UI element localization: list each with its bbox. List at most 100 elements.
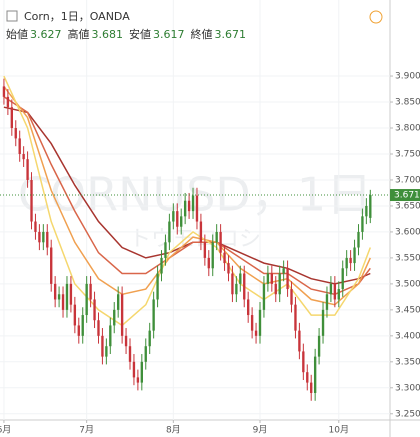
candle-body — [357, 231, 360, 248]
candle-body — [97, 320, 100, 336]
y-tick-label: 3.300 — [395, 383, 420, 393]
candle-body — [195, 195, 199, 222]
candle-body — [353, 247, 356, 264]
candle-body — [369, 195, 372, 218]
x-tick-label: 10月 — [329, 425, 349, 436]
candle-body — [65, 283, 69, 310]
ohlc-value: 3.681 — [91, 28, 124, 41]
grid — [0, 0, 390, 420]
candle-body — [207, 257, 210, 269]
ohlc-label: 始値 — [6, 28, 28, 41]
candle-body — [168, 221, 171, 243]
header: Corn，1日，OANDA 始値 3.627 高値 3.681 安値 3.617 終値 3.6… — [6, 8, 252, 44]
x-tick-label: 7月 — [79, 425, 94, 436]
candle-body — [258, 309, 262, 336]
candle-body — [325, 294, 329, 310]
candle-body — [140, 361, 143, 383]
candle-body — [361, 216, 364, 232]
candle-body — [128, 346, 132, 362]
candle-body — [302, 351, 305, 373]
candle-body — [18, 138, 21, 154]
candle-body — [77, 325, 80, 336]
candle-body — [191, 195, 195, 212]
candle-body — [160, 257, 163, 274]
candle-body — [81, 315, 84, 336]
candle-body — [26, 159, 29, 180]
y-tick-label: 3.450 — [395, 305, 420, 315]
last-price-box — [390, 189, 420, 202]
candle-body — [329, 283, 333, 295]
candle-body — [286, 268, 289, 290]
candle-body — [306, 372, 309, 383]
candle-body — [89, 283, 92, 300]
candle-body — [337, 289, 340, 300]
candle-body — [30, 179, 33, 222]
x-tick-label: 9月 — [253, 425, 268, 436]
candle-body — [2, 86, 6, 97]
candle-body — [187, 200, 191, 212]
last-price-label: 3.671 — [394, 191, 420, 201]
candle-body — [132, 361, 136, 378]
candle-body — [57, 294, 61, 300]
candle-body — [10, 107, 13, 129]
candle-body — [176, 211, 179, 227]
candle-body — [172, 211, 175, 222]
candle-body — [298, 330, 301, 352]
candle-body — [156, 273, 159, 300]
watermark: CORNUSD，1日 — [18, 168, 372, 222]
candle-body — [85, 283, 88, 316]
candle-body — [262, 283, 266, 310]
candle-body — [282, 268, 285, 274]
candle-body — [180, 216, 183, 227]
candle-body — [231, 273, 234, 295]
candle-body — [203, 242, 207, 258]
y-tick-label: 3.250 — [395, 409, 420, 419]
candle-body — [243, 273, 246, 300]
candle-body — [101, 335, 104, 357]
candle-body — [290, 289, 293, 305]
x-tick-label: 6月 — [0, 425, 11, 436]
candle-body — [219, 231, 222, 253]
candle-body — [22, 153, 25, 160]
y-tick-label: 3.350 — [395, 357, 420, 367]
ohlc-row: 始値 3.627 高値 3.681 安値 3.617 終値 3.671 — [6, 26, 252, 44]
candle-body — [349, 257, 352, 264]
y-tick-label: 3.550 — [395, 253, 420, 263]
expand-icon[interactable] — [6, 10, 18, 22]
candle-body — [365, 205, 368, 217]
candle-body — [53, 283, 57, 300]
candle-body — [266, 273, 270, 284]
candle-body — [105, 346, 108, 357]
candle-body — [38, 231, 41, 243]
candle-body — [254, 330, 258, 336]
candle-body — [34, 221, 37, 232]
candle-body — [14, 128, 17, 139]
candle-body — [247, 299, 250, 316]
candle-body — [235, 283, 238, 295]
candle-body — [227, 263, 230, 274]
ohlc-label: 終値 — [190, 28, 213, 41]
ribbon-line — [3, 85, 371, 306]
y-tick-label: 3.900 — [395, 72, 420, 82]
y-tick-label: 3.850 — [395, 98, 420, 108]
candle-body — [317, 335, 321, 357]
alert-icon[interactable] — [369, 10, 383, 24]
candle-body — [164, 242, 167, 258]
candle-body — [223, 252, 226, 264]
candle-body — [199, 221, 203, 243]
candle-body — [120, 294, 124, 336]
ohlc-label: 安値 — [129, 28, 151, 41]
ohlc-value: 3.627 — [30, 28, 62, 41]
y-tick-label: 3.700 — [395, 175, 420, 185]
x-tick-label: 8月 — [166, 425, 181, 436]
candle-body — [270, 273, 273, 284]
candle-body — [124, 335, 128, 347]
candle-body — [341, 268, 344, 290]
candle-body — [310, 382, 313, 393]
candle-body — [113, 309, 116, 326]
candle-body — [46, 231, 49, 248]
candle-body — [117, 294, 120, 310]
candle-body — [294, 304, 297, 331]
